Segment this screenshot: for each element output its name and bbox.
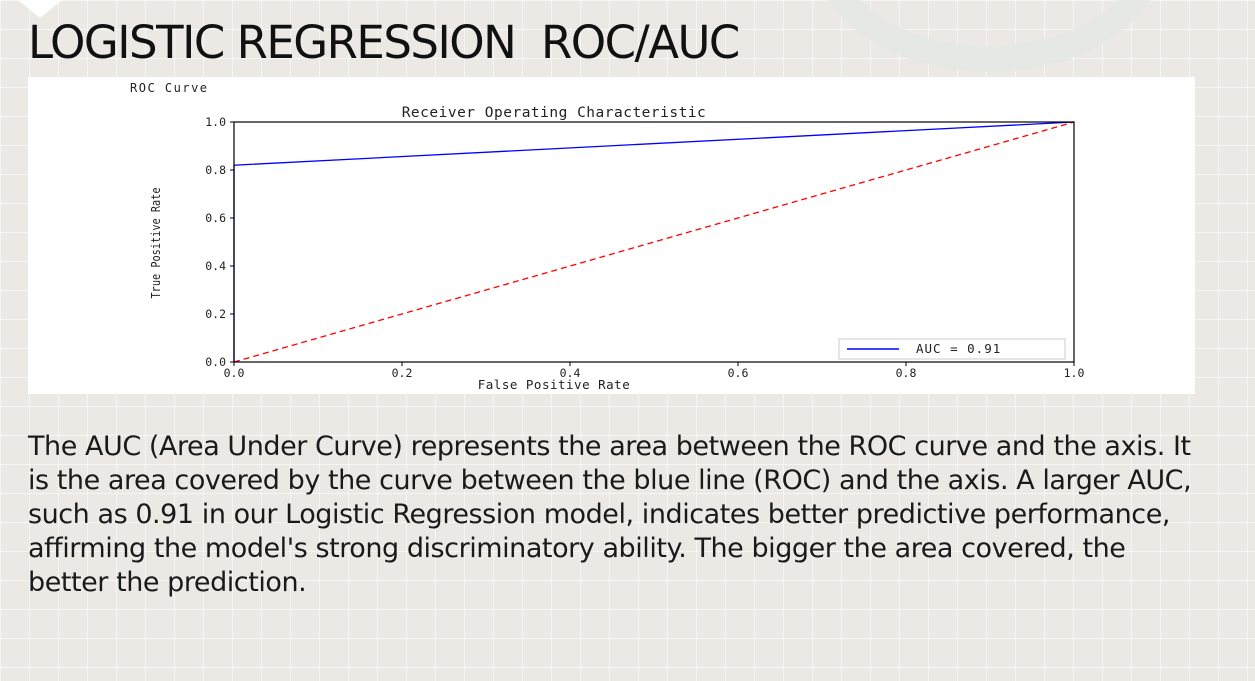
x-tick-label: 0.2 [392,366,413,380]
explanation-text: The AUC (Area Under Curve) represents th… [28,431,1192,598]
x-tick-label: 0.6 [728,366,749,380]
x-axis-label: False Positive Rate [478,377,631,392]
random-baseline-line [233,121,1075,363]
y-tick-label: 0.8 [205,163,226,177]
x-tick-label: 1.0 [1064,366,1085,380]
x-tick-label: 0.0 [224,366,245,380]
y-tick-label: 0.2 [205,307,226,321]
y-tick-label: 0.0 [205,355,226,369]
x-tick-label: 0.4 [560,366,581,380]
legend-label: AUC = 0.91 [916,341,1001,356]
y-tick-label: 0.6 [205,211,226,225]
slide-title: LOGISTIC REGRESSION ROC/AUC [28,16,740,69]
y-tick-label: 1.0 [205,115,226,129]
decorative-triangle [18,0,62,18]
tick-layer: 0.0 0.2 0.4 0.6 0.8 1.0 0.0 0.2 0.4 0.6 0.8 1.0 [205,115,1084,380]
decorative-arc [813,0,1165,72]
plot-frame [233,121,1075,363]
y-axis-label: True Positive Rate [148,187,163,298]
roc-chart-panel: ROC Curve Receiver Operating Characteris… [28,77,1195,394]
chart-title: Receiver Operating Characteristic [402,105,707,121]
series-layer [233,121,1075,363]
x-tick-label: 0.8 [896,366,917,380]
legend: AUC = 0.91 [838,338,1066,360]
legend-box [838,338,1066,360]
y-tick-label: 0.4 [205,259,226,273]
roc-chart: ROC Curve Receiver Operating Characteris… [130,81,1084,392]
chart-caption: ROC Curve [130,81,209,95]
